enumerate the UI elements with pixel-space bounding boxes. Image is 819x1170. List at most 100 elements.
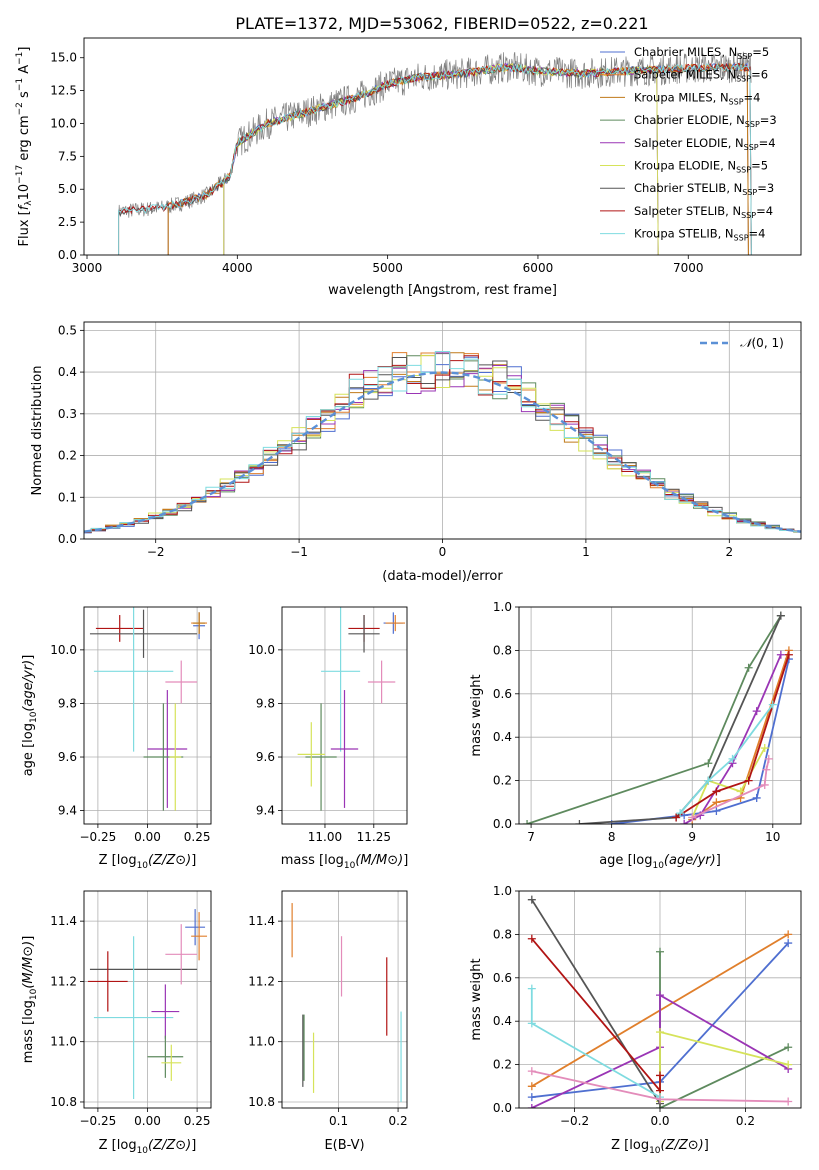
y-tick-label: 0.5 — [58, 323, 77, 337]
weight-marker — [728, 754, 737, 763]
legend-entry: Salpeter STELIB, NSSP=4 — [634, 204, 773, 220]
x-tick-label: 0.00 — [134, 1114, 161, 1128]
weight-marker — [575, 820, 584, 824]
y-tick-label: 9.8 — [256, 696, 275, 710]
weight-line — [530, 988, 661, 1098]
gaussian-curve — [84, 371, 801, 533]
legend-entry: 𝒩(0, 1) — [740, 336, 784, 350]
y-axis-label: mass weight — [469, 958, 484, 1040]
x-axis-label: (data-model)/error — [382, 569, 503, 584]
weight-line — [659, 1030, 789, 1102]
y-tick-label: 0.4 — [58, 365, 77, 379]
y-tick-label: 9.4 — [58, 804, 77, 818]
x-tick-label: 0.0 — [650, 1114, 669, 1128]
age_vs_mass-panel: 11.00 11.25 9.4 9.6 9.8 10.0 mass [log10(M/M⊙)… — [248, 606, 409, 871]
y-tick-label: 0.0 — [58, 532, 77, 546]
x-tick-label: −0.25 — [80, 1114, 117, 1128]
x-tick-label: 11.00 — [308, 830, 342, 844]
x-tick-label: 0.2 — [736, 1114, 755, 1128]
weight-marker — [680, 820, 689, 824]
weight-lines — [523, 611, 793, 824]
y-tick-label: 9.4 — [256, 804, 275, 818]
weight-marker — [712, 787, 721, 796]
weight-line — [659, 951, 789, 1108]
y-tick-label: 10.0 — [50, 116, 77, 130]
y-tick-label: 10.0 — [248, 643, 275, 657]
weight_vs_age-panel: 7 8 9 10 0.0 0.2 0.4 0.6 0.8 1.0 age [log10(age/yr… — [469, 600, 802, 871]
weight-marker — [776, 650, 785, 659]
weight-marker — [656, 1028, 664, 1037]
x-axis-label: mass [log10(M/M⊙)] — [281, 853, 409, 871]
axes-frame — [518, 890, 802, 1109]
y-tick-label: 11.0 — [50, 1035, 77, 1049]
y-axis-label: mass weight — [469, 674, 484, 756]
weight-marker — [527, 1104, 536, 1108]
legend-entry: Salpeter MILES, NSSP=6 — [634, 68, 768, 84]
y-axis-label: age [log10(age/yr)] — [21, 655, 39, 777]
x-tick-label: 8 — [608, 830, 616, 844]
y-tick-label: 11.2 — [50, 974, 77, 988]
y-tick-label: 0.2 — [58, 449, 77, 463]
weight-marker — [527, 1093, 536, 1102]
y-tick-label: 10.8 — [248, 1095, 275, 1109]
weight-line — [531, 899, 661, 1105]
weight-marker — [523, 820, 532, 824]
observed-spectrum — [118, 51, 752, 255]
error-bars — [291, 903, 402, 1102]
weight-marker — [764, 754, 773, 763]
x-tick-label: −0.2 — [560, 1114, 589, 1128]
x-tick-label: 0.00 — [134, 830, 161, 844]
y-tick-label: 0.3 — [58, 407, 77, 421]
histograms — [84, 351, 801, 534]
weight-marker — [704, 776, 713, 785]
error-bars — [297, 607, 406, 811]
weight-line — [579, 615, 782, 824]
y-tick-label: 7.5 — [58, 149, 77, 163]
y-tick-label: 11.4 — [50, 914, 77, 928]
axes-frame — [518, 606, 802, 825]
y-tick-label: 0.0 — [58, 248, 77, 262]
x-axis-label: Z [log10(Z/Z⊙)] — [99, 1138, 197, 1156]
y-tick-label: 0.8 — [493, 643, 512, 657]
weight-marker — [744, 776, 753, 785]
x-axis-label: Z [log10(Z/Z⊙)] — [611, 1138, 709, 1156]
model-spectrum-8 — [118, 62, 752, 255]
y-tick-label: 1.0 — [493, 884, 512, 898]
weight-marker — [768, 700, 777, 709]
y-tick-label: 0.2 — [493, 774, 512, 788]
x-tick-label: 4000 — [222, 261, 253, 275]
y-tick-label: 0.4 — [493, 1014, 512, 1028]
x-tick-label: 5000 — [372, 261, 403, 275]
x-tick-label: 0.25 — [184, 1114, 211, 1128]
x-tick-label: −0.25 — [80, 830, 117, 844]
axes-frame — [83, 37, 802, 256]
model-spectrum-4 — [223, 62, 659, 255]
spectrum-lines — [118, 51, 752, 255]
y-tick-label: 0.0 — [493, 1101, 512, 1115]
weight-line — [531, 993, 789, 1108]
y-tick-label: 11.2 — [248, 974, 275, 988]
weight-marker — [776, 611, 785, 620]
weight-line — [526, 615, 782, 824]
axes-frame — [83, 321, 802, 540]
x-axis-label: wavelength [Angstrom, rest frame] — [328, 283, 557, 298]
axes-frame — [281, 890, 408, 1109]
histogram-8 — [84, 351, 801, 533]
weight-line — [691, 758, 770, 819]
weight-marker — [784, 930, 793, 939]
x-tick-label: 6000 — [523, 261, 554, 275]
model-spectrum-3 — [223, 63, 659, 255]
weight-marker — [760, 780, 769, 789]
histogram-5 — [84, 354, 801, 533]
weight-marker — [712, 806, 721, 815]
weight-marker — [527, 1082, 536, 1091]
weight-marker — [656, 991, 664, 1000]
y-tick-label: 10.8 — [50, 1095, 77, 1109]
age_vs_Z-panel: −0.25 0.00 0.25 9.4 9.6 9.8 10.0 Z [log10(Z/Z⊙)… — [21, 606, 212, 871]
y-tick-label: 0.2 — [493, 1058, 512, 1072]
x-tick-label: 0.1 — [329, 1114, 348, 1128]
x-tick-label: 2 — [725, 545, 733, 559]
weight-marker — [736, 787, 745, 796]
y-tick-label: 0.6 — [493, 687, 512, 701]
y-axis-label: Flux [fλ10−17 erg cm−2 s−1 A−1] — [15, 47, 34, 247]
